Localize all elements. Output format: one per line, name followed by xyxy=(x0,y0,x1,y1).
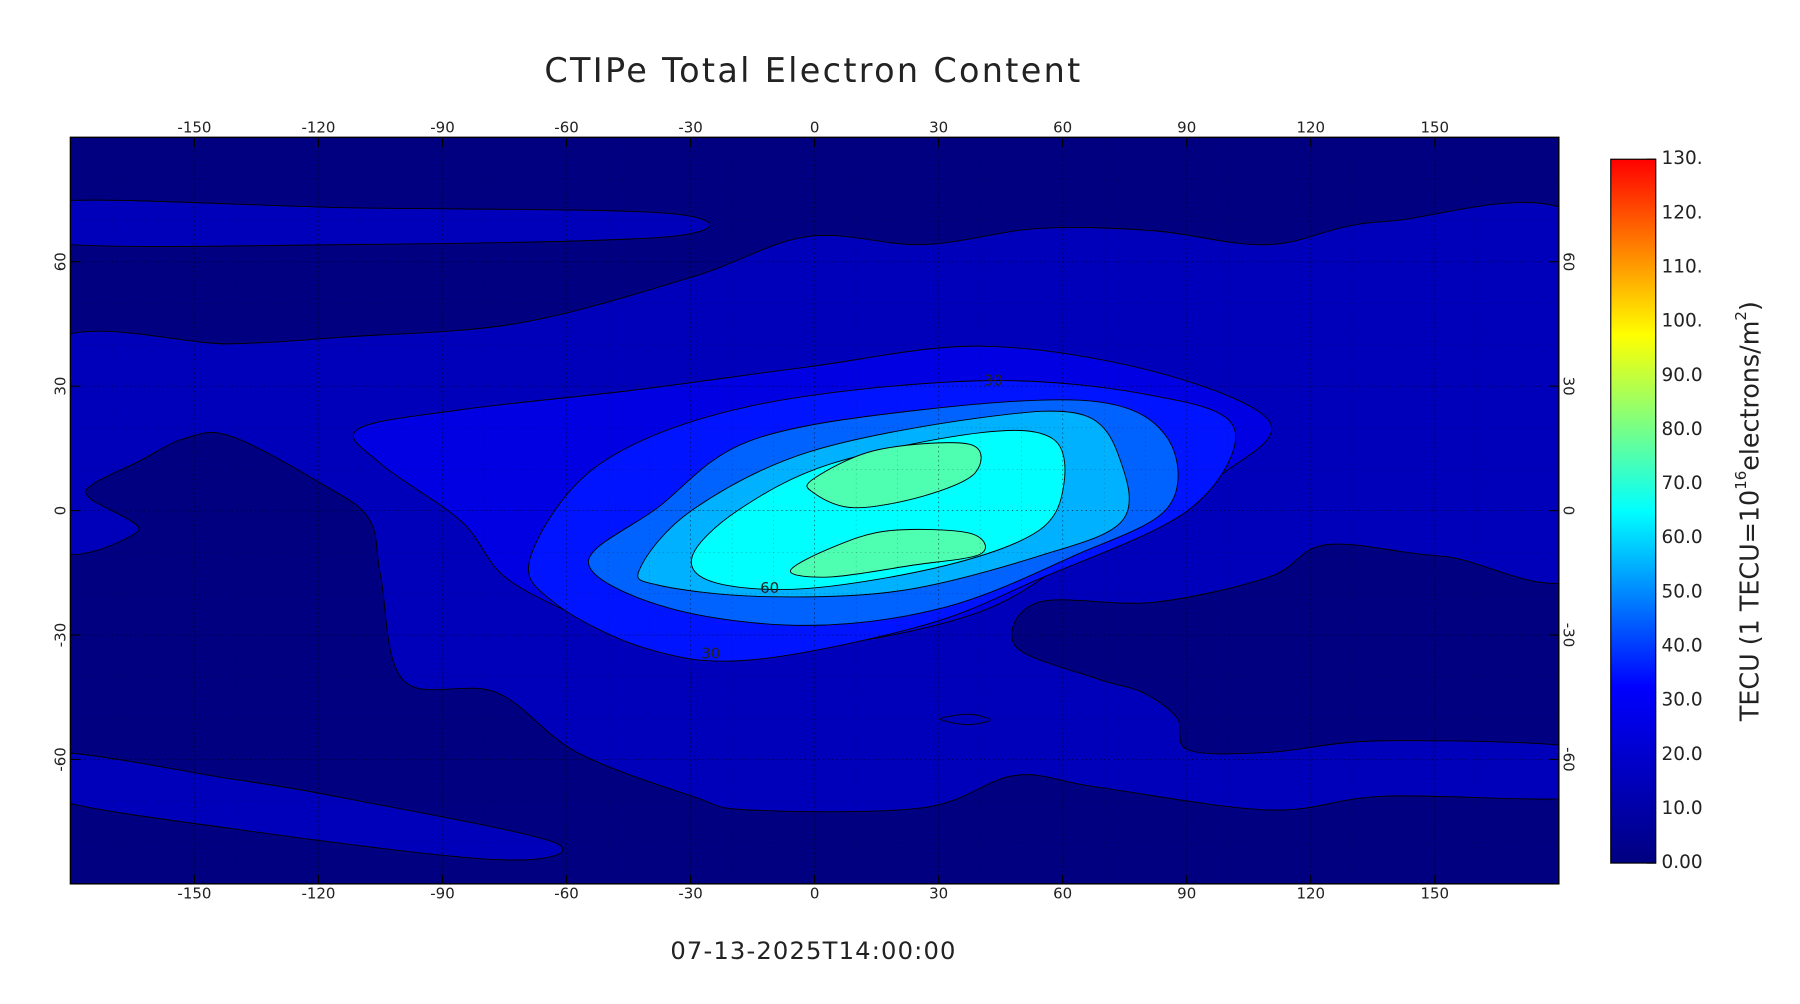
chart-title: CTIPe Total Electron Content xyxy=(544,51,1082,90)
x-tick-label: -150 xyxy=(177,119,211,137)
x-tick-label: 120 xyxy=(1296,119,1325,137)
x-tick-label: 60 xyxy=(1053,885,1072,903)
x-tick-label: -60 xyxy=(554,885,578,903)
colorbar-tick-label: 10.0 xyxy=(1662,798,1703,819)
colorbar-tick-label: 100. xyxy=(1662,311,1703,332)
x-tick-label: -90 xyxy=(430,119,454,137)
y-tick-label: -30 xyxy=(52,623,70,647)
x-tick-label: 150 xyxy=(1421,119,1450,137)
y-tick-label: 60 xyxy=(1560,252,1578,271)
label-part: ) xyxy=(1735,301,1765,311)
y-tick-label: 0 xyxy=(1560,506,1578,516)
colorbar-tick-label: 80.0 xyxy=(1662,419,1703,440)
axes: -150 -150 -120 -120 -90 -90 -60 -60 -30 -30 0 0 30 30… xyxy=(52,119,1703,903)
y-tick-label: -60 xyxy=(52,747,70,771)
colorbar-tick-label: 40.0 xyxy=(1662,636,1703,657)
y-tick-label: 60 xyxy=(52,252,70,271)
x-tick-label: 30 xyxy=(929,885,948,903)
y-tick-label: 30 xyxy=(52,377,70,396)
colorbar-tick-label: 110. xyxy=(1662,257,1703,278)
x-tick-label: 120 xyxy=(1296,885,1325,903)
colorbar-label: TECU (1 TECU=1016electrons/m2) xyxy=(1732,301,1765,722)
x-tick-label: -150 xyxy=(177,885,211,903)
colorbar-tick-label: 0.00 xyxy=(1662,852,1703,873)
label-sup: 2 xyxy=(1732,311,1750,321)
x-tick-label: 0 xyxy=(810,119,820,137)
x-tick-label: 90 xyxy=(1177,119,1196,137)
x-tick-label: -30 xyxy=(678,119,702,137)
colorbar-tick-label: 120. xyxy=(1662,202,1703,223)
x-tick-label: -30 xyxy=(678,885,702,903)
x-tick-label: 0 xyxy=(810,885,820,903)
x-tick-label: 60 xyxy=(1053,119,1072,137)
colorbar xyxy=(1610,158,1657,864)
label-part: TECU (1 TECU=10 xyxy=(1735,490,1765,722)
x-tick-label: 30 xyxy=(929,119,948,137)
timestamp: 07-13-2025T14:00:00 xyxy=(670,937,956,965)
map-frame xyxy=(69,136,1560,885)
colorbar-tick-label: 60.0 xyxy=(1662,527,1703,548)
y-tick-label: -60 xyxy=(1560,747,1578,771)
colorbar-tick-label: 50.0 xyxy=(1662,581,1703,602)
colorbar-tick-label: 30.0 xyxy=(1662,690,1703,711)
label-part: electrons/m xyxy=(1735,321,1765,471)
colorbar-tick-label: 90.0 xyxy=(1662,365,1703,386)
colorbar-tick-label: 130. xyxy=(1662,148,1703,169)
y-tick-label: 0 xyxy=(52,506,70,516)
label-sup: 16 xyxy=(1732,471,1750,490)
colorbar-tick-label: 20.0 xyxy=(1662,744,1703,765)
colorbar-tick-label: 70.0 xyxy=(1662,473,1703,494)
x-tick-label: 150 xyxy=(1421,885,1450,903)
y-tick-label: -30 xyxy=(1560,623,1578,647)
x-tick-label: -60 xyxy=(554,119,578,137)
x-tick-label: -90 xyxy=(430,885,454,903)
x-tick-label: -120 xyxy=(301,119,335,137)
x-tick-label: 90 xyxy=(1177,885,1196,903)
y-tick-label: 30 xyxy=(1560,377,1578,396)
x-tick-label: -120 xyxy=(301,885,335,903)
